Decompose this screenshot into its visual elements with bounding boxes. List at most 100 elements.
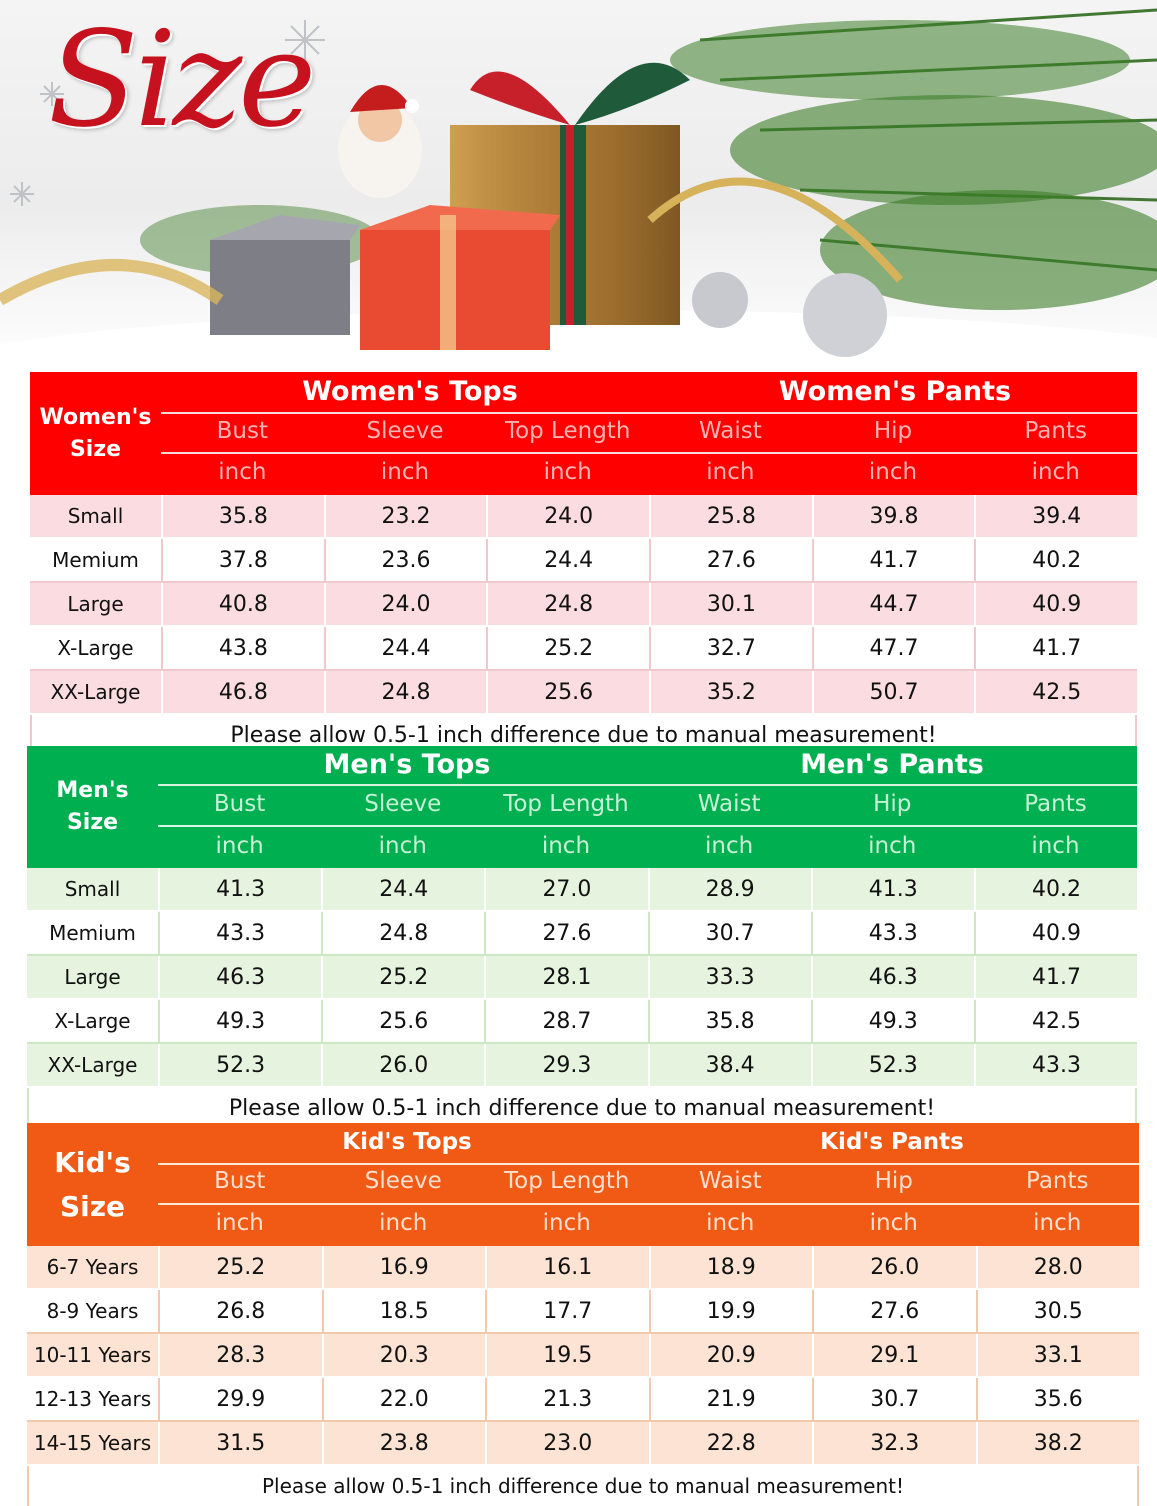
men-unit-row: inch inch inch inch inch inch xyxy=(158,833,1137,859)
table-cell: 32.7 xyxy=(649,627,812,669)
unit-label: inch xyxy=(706,459,755,485)
unit-label: inch xyxy=(215,1210,264,1236)
table-cell: 20.3 xyxy=(321,1334,486,1376)
size-cell: Small xyxy=(64,877,121,901)
table-cell: 43.3 xyxy=(973,1044,1137,1086)
measurement-note: Please allow 0.5-1 inch difference due t… xyxy=(27,1466,1139,1506)
table-cell: 33.3 xyxy=(647,956,811,998)
women-unit-row: inch inch inch inch inch inch xyxy=(161,459,1137,485)
size-cell: XX-Large xyxy=(50,680,141,704)
men-header: Men's Size Men's Tops Men's Pants Bust S… xyxy=(27,746,1137,868)
table-cell: 38.4 xyxy=(647,1044,811,1086)
table-cell: 25.2 xyxy=(158,1246,322,1288)
unit-label: inch xyxy=(541,833,591,859)
christmas-gifts-illustration xyxy=(0,8,1157,372)
table-cell: 46.8 xyxy=(161,671,324,713)
table-cell: 49.3 xyxy=(158,1000,321,1042)
table-cell: 41.7 xyxy=(973,956,1137,998)
table-cell: 28.1 xyxy=(484,956,647,998)
size-cell: Memium xyxy=(52,548,139,572)
table-cell: 43.8 xyxy=(161,627,324,669)
table-row: Memium 43.3 24.8 27.6 30.7 43.3 40.9 xyxy=(27,912,1137,956)
unit-label: inch xyxy=(543,459,592,485)
kids-size-label: Kid's Size xyxy=(54,1145,131,1223)
table-cell: 44.7 xyxy=(811,583,975,625)
table-row: XX-Large 52.3 26.0 29.3 38.4 52.3 43.3 xyxy=(27,1044,1137,1088)
kids-table-body: 6-7 Years 25.2 16.9 16.1 18.9 26.0 28.0 … xyxy=(27,1246,1139,1466)
table-cell: 40.2 xyxy=(974,539,1137,581)
table-row: 10-11 Years 28.3 20.3 19.5 20.9 29.1 33.… xyxy=(27,1334,1139,1378)
table-cell: 23.8 xyxy=(321,1422,486,1464)
column-header-hip: Hip xyxy=(873,791,912,817)
column-header-bust: Bust xyxy=(214,1168,266,1194)
table-cell: 25.2 xyxy=(486,627,649,669)
unit-label: inch xyxy=(706,1210,755,1236)
unit-label: inch xyxy=(1031,833,1080,859)
table-cell: 18.5 xyxy=(321,1290,486,1332)
women-pants-title: Women's Pants xyxy=(778,376,1012,407)
table-row: Large 40.8 24.0 24.8 30.1 44.7 40.9 xyxy=(30,583,1137,627)
table-cell: 35.8 xyxy=(647,1000,811,1042)
table-cell: 40.2 xyxy=(973,868,1137,910)
unit-label: inch xyxy=(380,459,430,485)
size-cell: 8-9 Years xyxy=(46,1299,139,1323)
table-cell: 39.8 xyxy=(811,495,975,537)
table-cell: 42.5 xyxy=(973,1000,1137,1042)
table-cell: 49.3 xyxy=(810,1000,974,1042)
table-cell: 25.2 xyxy=(321,956,484,998)
size-cell: X-Large xyxy=(54,1009,131,1033)
table-cell: 19.9 xyxy=(648,1290,813,1332)
table-cell: 24.8 xyxy=(486,583,649,625)
table-cell: 16.1 xyxy=(485,1246,649,1288)
table-cell: 33.1 xyxy=(975,1334,1140,1376)
table-cell: 28.3 xyxy=(158,1334,322,1376)
table-cell: 35.2 xyxy=(649,671,812,713)
column-header-bust: Bust xyxy=(216,418,269,444)
size-cell: X-Large xyxy=(57,636,134,660)
table-cell: 27.6 xyxy=(484,912,647,954)
column-header-sleeve: Sleeve xyxy=(364,1168,442,1194)
men-pants-title: Men's Pants xyxy=(800,749,984,780)
column-header-top-length: Top Length xyxy=(503,791,629,817)
table-cell: 50.7 xyxy=(811,671,975,713)
table-cell: 19.5 xyxy=(485,1334,649,1376)
table-cell: 35.8 xyxy=(161,495,324,537)
size-cell: 6-7 Years xyxy=(46,1255,139,1279)
table-cell: 29.3 xyxy=(484,1044,647,1086)
table-cell: 27.0 xyxy=(484,868,647,910)
women-header: Women's Size Women's Tops Women's Pants … xyxy=(30,372,1137,495)
kids-header: Kid's Size Kid's Tops Kid's Pants Bust S… xyxy=(27,1123,1139,1246)
table-cell: 47.7 xyxy=(811,627,975,669)
women-table-body: Small 35.8 23.2 24.0 25.8 39.8 39.4 Memi… xyxy=(30,495,1137,715)
column-header-pants: Pants xyxy=(1024,791,1087,817)
unit-label: inch xyxy=(215,833,264,859)
column-header-waist: Waist xyxy=(698,418,762,444)
unit-label: inch xyxy=(1033,1210,1082,1236)
table-cell: 16.9 xyxy=(321,1246,486,1288)
column-header-hip: Hip xyxy=(873,418,913,444)
table-cell: 46.3 xyxy=(158,956,321,998)
table-cell: 20.9 xyxy=(648,1334,813,1376)
size-cell: 14-15 Years xyxy=(33,1431,152,1455)
size-title: Size xyxy=(48,3,316,157)
table-cell: 24.0 xyxy=(323,583,487,625)
unit-label: inch xyxy=(379,1210,428,1236)
table-cell: 26.0 xyxy=(812,1246,976,1288)
kids-tops-title: Kid's Tops xyxy=(342,1129,472,1155)
size-cell: 12-13 Years xyxy=(33,1387,152,1411)
table-row: 6-7 Years 25.2 16.9 16.1 18.9 26.0 28.0 xyxy=(27,1246,1139,1290)
size-cell: Large xyxy=(64,965,121,989)
size-cell: XX-Large xyxy=(47,1053,138,1077)
table-cell: 21.3 xyxy=(485,1378,649,1420)
table-cell: 24.4 xyxy=(321,868,484,910)
table-cell: 46.3 xyxy=(810,956,974,998)
table-cell: 24.4 xyxy=(486,539,649,581)
table-cell: 42.5 xyxy=(974,671,1137,713)
table-cell: 28.0 xyxy=(975,1246,1140,1288)
table-cell: 24.4 xyxy=(323,627,487,669)
unit-label: inch xyxy=(868,833,917,859)
column-header-pants: Pants xyxy=(1024,418,1087,444)
women-size-chart: Women's Size Women's Tops Women's Pants … xyxy=(30,372,1137,755)
table-cell: 25.6 xyxy=(321,1000,484,1042)
table-cell: 23.6 xyxy=(323,539,487,581)
